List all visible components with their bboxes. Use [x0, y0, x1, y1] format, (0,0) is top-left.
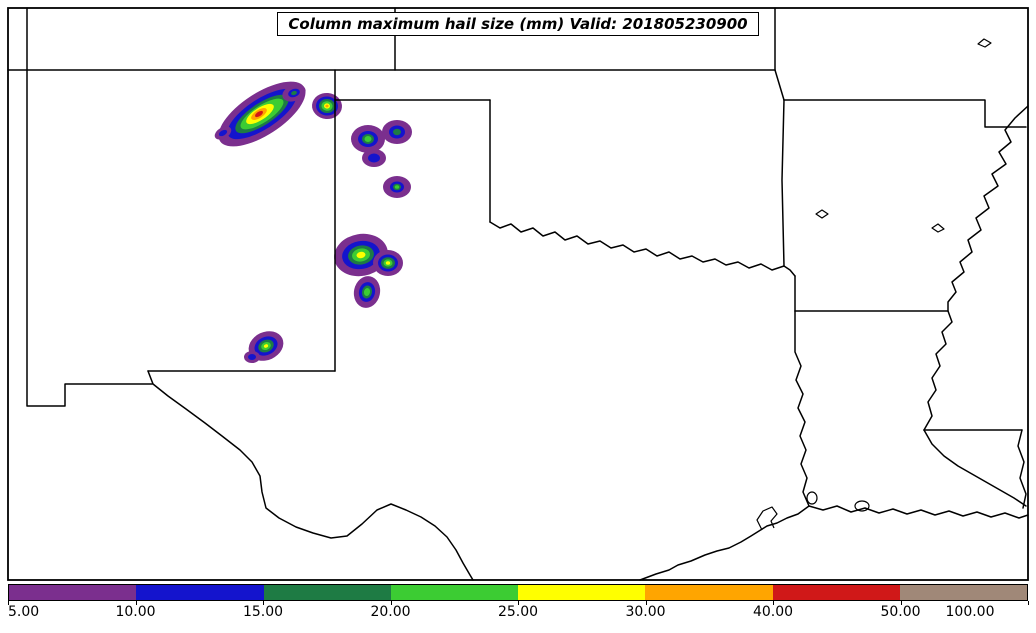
lake-mark-a — [815, 209, 829, 219]
river-red — [489, 221, 796, 277]
hail-contours — [214, 81, 412, 363]
colorbar — [8, 584, 1028, 601]
river-mississippi-lower — [923, 429, 1027, 507]
river-rio-grande — [147, 370, 474, 581]
hail-contour-10mm — [248, 354, 256, 360]
hail-contour-15mm — [291, 90, 297, 96]
river-sabine — [794, 310, 810, 507]
colorbar-segment-20-25 — [390, 585, 518, 600]
lake-mark-b — [931, 223, 945, 233]
calcasieu-lake — [854, 500, 870, 512]
colorbar-segment-30-40 — [645, 585, 773, 600]
hail-contour-20mm — [364, 136, 372, 142]
colorbar-segment-40-50 — [772, 585, 900, 600]
state-borders — [7, 7, 1029, 581]
border-mo-ar — [783, 99, 1027, 128]
hail-contour-20mm — [363, 288, 371, 296]
river-mississippi — [923, 105, 1029, 431]
hail-contour-20mm — [394, 185, 400, 189]
border-az-nm-west — [26, 7, 153, 407]
map-frame — [7, 7, 1029, 581]
colorbar-segment-50-100 — [899, 585, 1027, 600]
river-pearl — [1017, 429, 1027, 509]
hail-contour-25mm — [385, 261, 391, 265]
hail-contour-40mm — [255, 110, 263, 118]
colorbar-segment-5-10 — [9, 585, 137, 600]
river-mark-c — [977, 38, 992, 48]
hail-contour-15mm — [393, 128, 401, 136]
hail-contour-25mm — [263, 344, 269, 348]
hail-contour-10mm — [218, 129, 228, 137]
coast-gulf-texas — [639, 505, 810, 581]
coast-gulf-louisiana — [808, 505, 1029, 519]
hail-contour-10mm — [368, 153, 380, 163]
sabine-lake — [806, 491, 818, 505]
hail-contour-30mm — [325, 104, 329, 108]
colorbar-segment-15-20 — [263, 585, 391, 600]
border-ok-mo — [774, 69, 785, 101]
colorbar-segment-25-30 — [518, 585, 646, 600]
border-ok-ar — [781, 99, 785, 267]
colorbar-segment-10-15 — [136, 585, 264, 600]
galveston-bay — [756, 506, 778, 531]
hail-contour-25mm — [356, 251, 366, 259]
